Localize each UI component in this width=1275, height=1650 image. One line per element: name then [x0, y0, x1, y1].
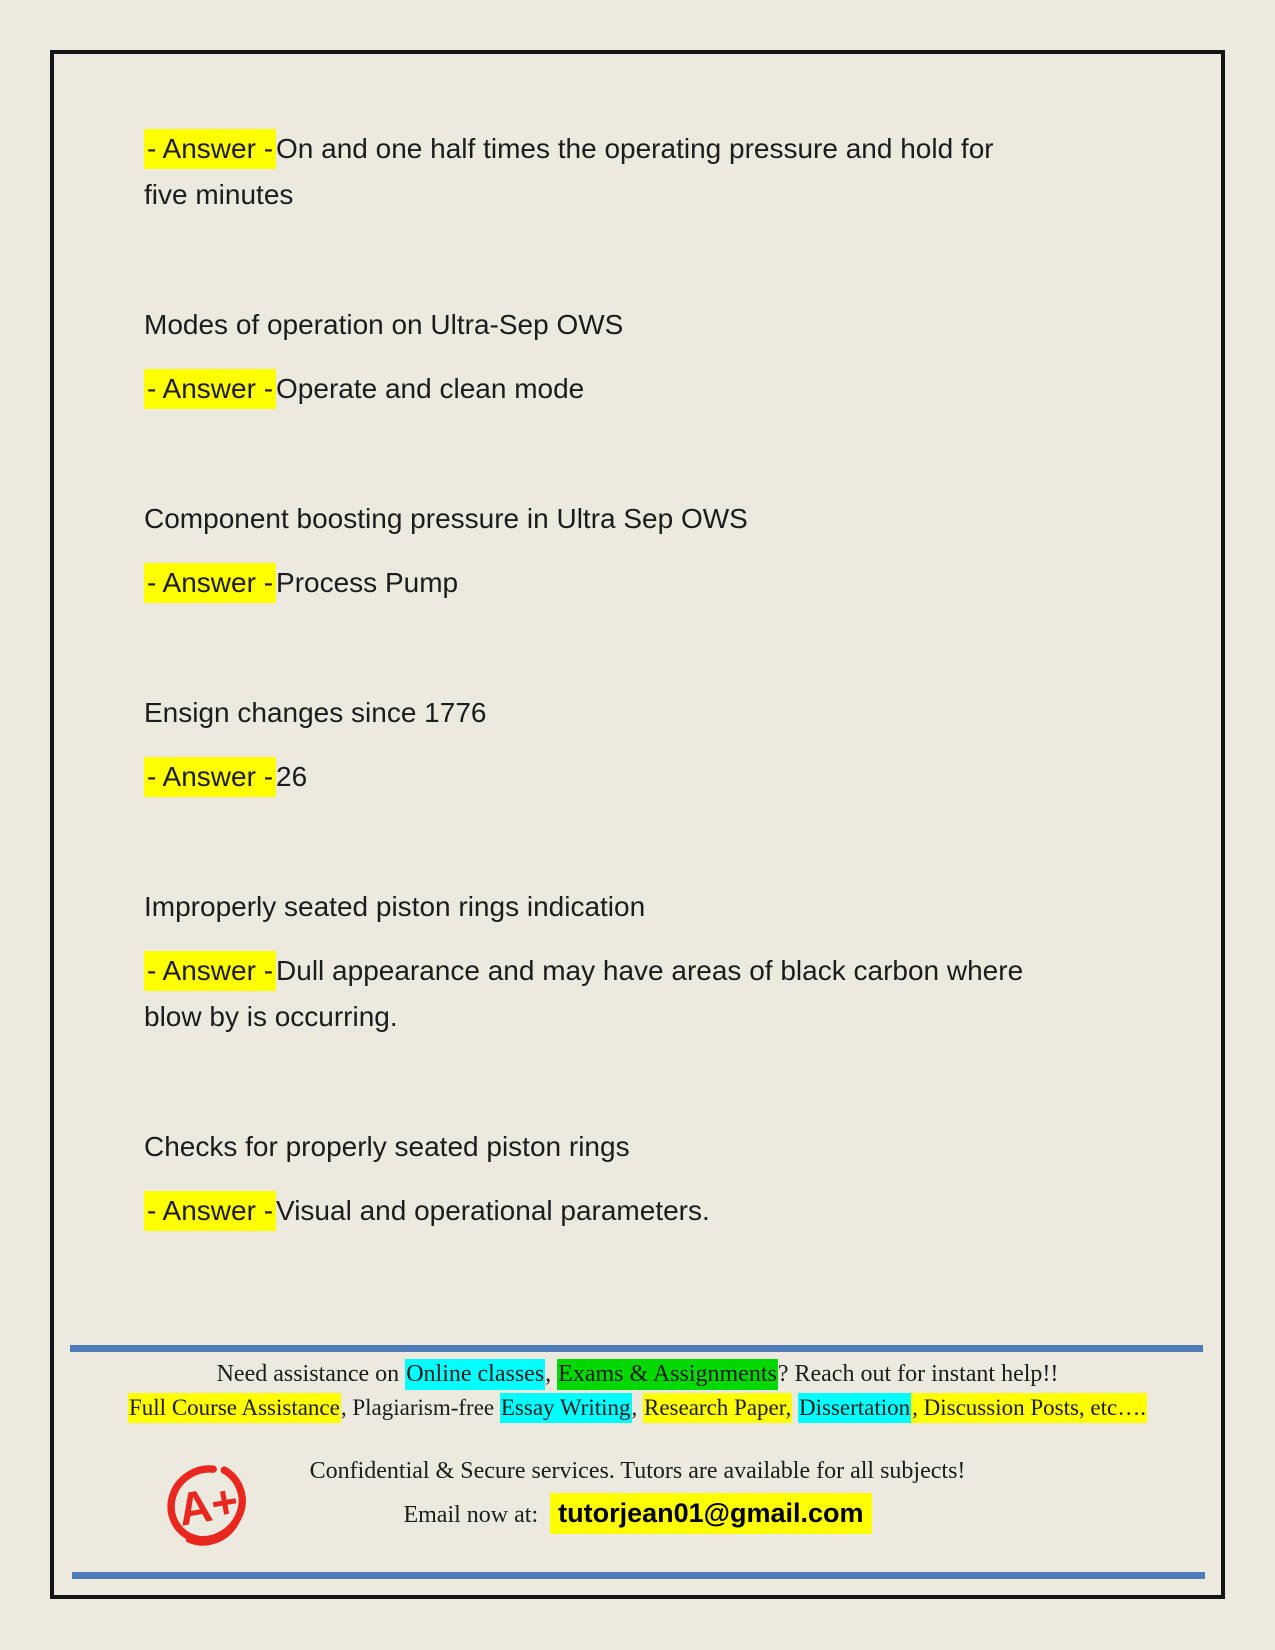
qa-block: Checks for properly seated piston rings …: [144, 1124, 1221, 1234]
promo-full-course: Full Course Assistance: [128, 1393, 341, 1423]
answer-paragraph: - Answer - Visual and operational paramet…: [144, 1188, 1094, 1234]
promo-line-1: Need assistance on Online classes, Exams…: [54, 1358, 1221, 1391]
answer-text: On and one half times the operating pres…: [144, 133, 994, 210]
question-text: Checks for properly seated piston rings: [144, 1131, 630, 1162]
answer-label: - Answer -: [144, 951, 277, 991]
promo-research-paper: Research Paper,: [643, 1393, 793, 1423]
email-address: tutorjean01@gmail.com: [550, 1493, 872, 1534]
promo-l2-sep2: ,: [631, 1395, 643, 1420]
question-text: Ensign changes since 1776: [144, 697, 487, 728]
aplus-logo-icon: A+: [167, 1465, 246, 1546]
divider-top: [70, 1345, 1203, 1352]
qa-block: Modes of operation on Ultra-Sep OWS - An…: [144, 302, 1221, 412]
answer-label: - Answer -: [144, 757, 277, 797]
answer-text: Process Pump: [276, 567, 459, 598]
answer-label: - Answer -: [144, 369, 277, 409]
question-text: Improperly seated piston rings indicatio…: [144, 891, 646, 922]
promo-l2-sep1: , Plagiarism-free: [340, 1395, 500, 1420]
answer-paragraph: - Answer -26: [144, 754, 1094, 800]
promo-block: Need assistance on Online classes, Exams…: [54, 1358, 1221, 1424]
answer-text: 26: [276, 761, 308, 792]
answer-paragraph: - Answer - On and one half times the oper…: [144, 126, 1094, 218]
answer-paragraph: - Answer - Dull appearance and may have a…: [144, 948, 1094, 1040]
answer-label: - Answer -: [144, 1191, 277, 1231]
answer-text: Visual and operational parameters.: [276, 1195, 710, 1226]
promo-dissertation: Dissertation: [797, 1393, 912, 1423]
qa-block: Ensign changes since 1776 - Answer -26: [144, 690, 1221, 800]
aplus-logo-text: A+: [174, 1474, 242, 1536]
promo-online-classes: Online classes: [405, 1359, 546, 1390]
qa-block: - Answer - On and one half times the oper…: [144, 126, 1221, 218]
answer-text: Operate and clean mode: [276, 373, 585, 404]
promo-line-2: Full Course Assistance, Plagiarism-free …: [54, 1391, 1221, 1424]
qa-list: - Answer - On and one half times the oper…: [54, 54, 1221, 1234]
answer-text: Dull appearance and may have areas of bl…: [144, 955, 1024, 1032]
question-text: Component boosting pressure in Ultra Sep…: [144, 503, 748, 534]
answer-paragraph: - Answer - Operate and clean mode: [144, 366, 1094, 412]
question-text: Modes of operation on Ultra-Sep OWS: [144, 309, 624, 340]
answer-label: - Answer -: [144, 563, 277, 603]
answer-label: - Answer -: [144, 129, 277, 169]
qa-block: Improperly seated piston rings indicatio…: [144, 884, 1221, 1040]
promo-sep1: ,: [545, 1361, 558, 1387]
promo-suffix: ? Reach out for instant help!!: [777, 1361, 1059, 1387]
answer-paragraph: - Answer - Process Pump: [144, 560, 1094, 606]
promo-prefix: Need assistance on: [216, 1361, 406, 1387]
divider-bottom: [72, 1572, 1205, 1579]
promo-exams-assignments: Exams & Assignments: [557, 1359, 778, 1390]
email-label: Email now at:: [403, 1502, 539, 1528]
contact-note: Confidential & Secure services. Tutors a…: [309, 1458, 966, 1484]
promo-essay-writing: Essay Writing: [499, 1393, 632, 1423]
qa-block: Component boosting pressure in Ultra Sep…: [144, 496, 1221, 606]
promo-l2-suffix: , Discussion Posts, etc….: [911, 1393, 1147, 1423]
contact-block: Confidential & Secure services. Tutors a…: [54, 1454, 1221, 1534]
email-row: Email now at: tutorjean01@gmail.com: [54, 1493, 1221, 1534]
document-page: - Answer - On and one half times the oper…: [50, 50, 1225, 1599]
